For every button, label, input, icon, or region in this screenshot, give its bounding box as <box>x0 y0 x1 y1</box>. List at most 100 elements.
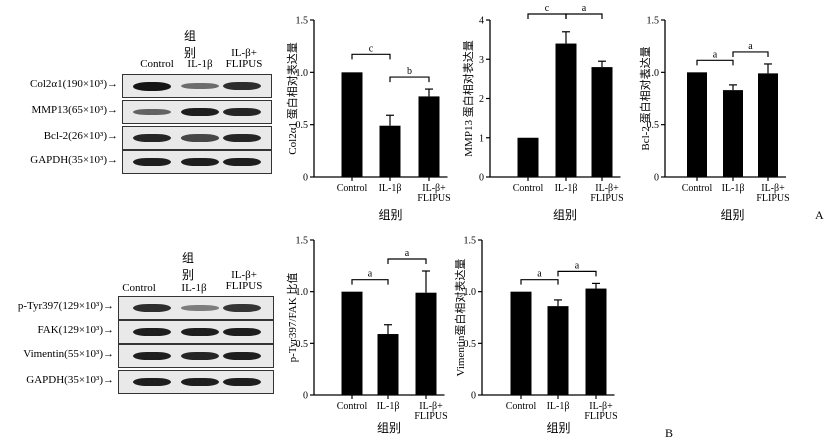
x-tick-label: IL-1β <box>722 183 745 194</box>
y-tick-label: 0.5 <box>296 120 309 131</box>
bar <box>687 72 707 177</box>
y-tick-label: 1 <box>479 133 484 144</box>
blot-band <box>181 377 219 387</box>
significance-label: a <box>405 248 410 259</box>
y-axis-label: Bcl-2 蛋白相对表达量 <box>638 46 652 150</box>
y-tick-label: 0.5 <box>647 120 660 131</box>
blot-row-label: FAK(129×10³)→ <box>37 324 114 336</box>
x-tick-label: Control <box>506 401 537 412</box>
lane-label: IL-β+ FLIPUS <box>225 269 263 292</box>
bar <box>517 137 539 177</box>
x-axis-label: 组别 <box>720 208 744 222</box>
x-tick-label: IL-β+ <box>761 183 785 194</box>
blot-strip <box>122 126 272 150</box>
y-tick-label: 1.0 <box>647 68 660 79</box>
bar <box>379 125 401 177</box>
x-tick-label: Control <box>337 183 368 194</box>
bar <box>591 67 613 177</box>
blot-band <box>181 157 219 167</box>
blot-strip <box>122 74 272 98</box>
blot-strip <box>122 150 272 174</box>
y-tick-label: 1.0 <box>296 287 309 298</box>
lane-label: IL-1β <box>187 58 213 70</box>
panel-letter-b: B <box>665 426 674 440</box>
y-axis-label: Col2α1 蛋白相对表达量 <box>285 42 299 154</box>
x-tick-label: IL-β+ <box>589 401 613 412</box>
y-tick-label: 1.0 <box>464 287 477 298</box>
blot-row-label: MMP13(65×10³)→ <box>31 104 118 116</box>
bar <box>585 288 607 395</box>
blot-band <box>181 327 219 337</box>
x-tick-label: FLIPUS <box>414 411 447 422</box>
bar <box>510 291 532 395</box>
lane-label: Control <box>122 282 156 294</box>
significance-bracket <box>696 59 734 66</box>
bar <box>758 73 778 177</box>
blot-row-label: GAPDH(35×10³)→ <box>30 154 118 166</box>
blot-strip <box>122 100 272 124</box>
x-axis-label: 组别 <box>377 421 401 435</box>
blot-row-label: Vimentin(55×10³)→ <box>23 348 114 360</box>
blot-group-title: 组别 <box>184 29 197 60</box>
x-tick-label: Control <box>513 183 544 194</box>
y-axis-label: MMP13 蛋白相对表达量 <box>461 40 475 156</box>
x-axis-label: 组别 <box>553 208 577 222</box>
y-tick-label: 0 <box>303 173 308 184</box>
blot-band <box>181 107 219 117</box>
significance-bracket <box>732 51 769 57</box>
x-axis-label: 组别 <box>546 421 570 435</box>
significance-bracket <box>557 270 597 277</box>
blot-strip <box>118 320 274 344</box>
blot-band <box>181 305 219 311</box>
blot-band <box>133 133 171 143</box>
y-tick-label: 1.5 <box>464 236 477 247</box>
significance-bracket <box>565 13 603 19</box>
blot-band <box>133 108 171 116</box>
x-axis-label: 组别 <box>378 208 402 222</box>
bar <box>547 306 569 395</box>
x-tick-label: Control <box>682 183 713 194</box>
x-tick-label: IL-β+ <box>595 183 619 194</box>
blot-row-label: GAPDH(35×10³)→ <box>26 374 114 386</box>
y-tick-label: 0 <box>471 391 476 402</box>
x-tick-label: Control <box>337 401 368 412</box>
significance-bracket <box>389 76 430 83</box>
blot-band <box>223 327 261 337</box>
blot-band <box>223 81 261 91</box>
blot-band <box>133 377 171 387</box>
blot-band <box>133 327 171 337</box>
blot-row-label: Bcl-2(26×10³)→ <box>43 130 118 142</box>
bar <box>418 96 440 177</box>
significance-label: a <box>575 260 580 271</box>
x-tick-label: FLIPUS <box>584 411 617 422</box>
y-tick-label: 0 <box>654 173 659 184</box>
blot-band <box>223 157 261 167</box>
blot-row-label: Col2α1(190×10³)→ <box>30 78 118 90</box>
x-tick-label: IL-β+ <box>419 401 443 412</box>
y-axis-label: p-Tyr397/FAK 比值 <box>286 273 299 363</box>
blot-strip <box>118 296 274 320</box>
significance-bracket <box>351 53 391 60</box>
y-tick-label: 0 <box>479 173 484 184</box>
significance-label: a <box>582 3 587 14</box>
blot-band <box>181 351 219 361</box>
blot-band <box>223 304 261 312</box>
panel-letter-a: A <box>815 208 824 222</box>
blot-band <box>133 157 171 167</box>
x-tick-label: FLIPUS <box>417 193 450 204</box>
blot-strip <box>118 370 274 394</box>
significance-bracket <box>527 13 567 19</box>
significance-label: b <box>407 66 412 77</box>
x-tick-label: IL-β+ <box>422 183 446 194</box>
y-tick-label: 1.5 <box>296 236 309 247</box>
blot-band <box>133 351 171 361</box>
blot-band <box>181 82 219 90</box>
blot-band <box>223 133 261 143</box>
x-tick-label: IL-1β <box>547 401 570 412</box>
significance-label: a <box>713 49 718 60</box>
y-axis-label: Vimentin蛋白相对表达量 <box>453 259 467 377</box>
blot-band <box>223 107 261 117</box>
y-tick-label: 0 <box>303 391 308 402</box>
x-tick-label: IL-1β <box>379 183 402 194</box>
